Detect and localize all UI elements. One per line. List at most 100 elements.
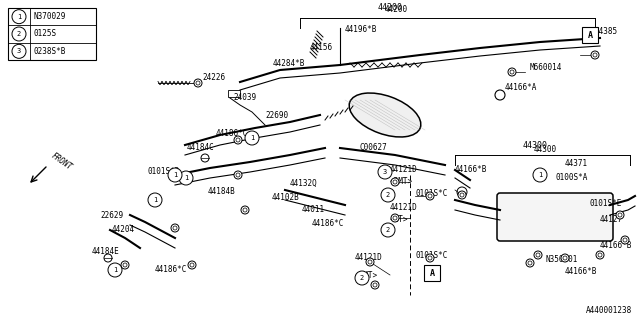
- Text: 0238S*B: 0238S*B: [34, 47, 67, 56]
- Text: 44121D: 44121D: [355, 253, 383, 262]
- Text: 44284*B: 44284*B: [273, 59, 305, 68]
- Circle shape: [391, 178, 399, 186]
- Text: 44184B: 44184B: [208, 188, 236, 196]
- Text: A440001238: A440001238: [586, 306, 632, 315]
- Circle shape: [616, 211, 624, 219]
- Text: 3: 3: [17, 48, 21, 54]
- Circle shape: [148, 193, 162, 207]
- Text: 1: 1: [113, 267, 117, 273]
- Text: 3: 3: [383, 169, 387, 175]
- Text: 44127: 44127: [600, 215, 623, 225]
- Circle shape: [234, 171, 242, 179]
- Text: 0101S*D: 0101S*D: [148, 167, 180, 177]
- Text: 22690: 22690: [265, 110, 288, 119]
- Circle shape: [201, 154, 209, 162]
- Text: 1: 1: [184, 175, 188, 181]
- Text: <6MT>: <6MT>: [355, 270, 378, 279]
- Text: 1: 1: [17, 14, 21, 20]
- Text: 44011: 44011: [302, 205, 325, 214]
- Circle shape: [534, 251, 542, 259]
- Text: A: A: [588, 30, 593, 39]
- Text: <AT>: <AT>: [390, 215, 408, 225]
- FancyBboxPatch shape: [497, 193, 613, 241]
- Text: 2: 2: [386, 192, 390, 198]
- Text: 1: 1: [538, 172, 542, 178]
- Circle shape: [179, 171, 193, 185]
- Text: 44184E: 44184E: [92, 247, 120, 257]
- Text: 1: 1: [153, 197, 157, 203]
- Text: 44184C: 44184C: [187, 143, 215, 153]
- Bar: [582, 27, 598, 43]
- Circle shape: [426, 192, 434, 200]
- Circle shape: [526, 259, 534, 267]
- Circle shape: [596, 251, 604, 259]
- Circle shape: [426, 254, 434, 262]
- Circle shape: [621, 236, 629, 244]
- Circle shape: [355, 271, 369, 285]
- Circle shape: [121, 261, 129, 269]
- Text: 44200: 44200: [385, 5, 408, 14]
- Circle shape: [457, 187, 467, 197]
- Text: N350001: N350001: [545, 255, 577, 265]
- Circle shape: [381, 223, 395, 237]
- Bar: [8, 8, 96, 60]
- Text: 2: 2: [17, 31, 21, 37]
- Circle shape: [194, 79, 202, 87]
- Text: 44156: 44156: [310, 44, 333, 52]
- Text: 44300: 44300: [534, 146, 557, 155]
- Text: 44102B: 44102B: [272, 193, 300, 202]
- Circle shape: [234, 136, 242, 144]
- Bar: [424, 265, 440, 281]
- Circle shape: [108, 263, 122, 277]
- Circle shape: [245, 131, 259, 145]
- Circle shape: [533, 168, 547, 182]
- Text: 44186*C: 44186*C: [155, 266, 188, 275]
- Text: 44121D: 44121D: [390, 203, 418, 212]
- Circle shape: [104, 254, 112, 262]
- Text: FRONT: FRONT: [50, 151, 74, 172]
- Circle shape: [378, 165, 392, 179]
- Text: 24039: 24039: [233, 92, 256, 101]
- Text: 44200: 44200: [378, 3, 403, 12]
- Text: 2: 2: [386, 227, 390, 233]
- Text: 44166*B: 44166*B: [600, 241, 632, 250]
- Text: 44385: 44385: [595, 28, 618, 36]
- Circle shape: [561, 254, 569, 262]
- Text: 44166*B: 44166*B: [565, 268, 597, 276]
- Circle shape: [591, 51, 599, 59]
- Bar: [228, 90, 240, 97]
- Text: 44186*C: 44186*C: [312, 220, 344, 228]
- Circle shape: [168, 168, 182, 182]
- Circle shape: [188, 261, 196, 269]
- Text: 0101S*C: 0101S*C: [415, 251, 447, 260]
- Circle shape: [371, 281, 379, 289]
- Circle shape: [508, 68, 516, 76]
- Circle shape: [381, 188, 395, 202]
- Text: 44132Q: 44132Q: [290, 179, 317, 188]
- Text: 1: 1: [250, 135, 254, 141]
- Text: N370029: N370029: [34, 12, 67, 21]
- Text: 0101S*E: 0101S*E: [590, 198, 622, 207]
- Text: 1: 1: [173, 172, 177, 178]
- Text: 44196*B: 44196*B: [345, 26, 378, 35]
- Text: 44204: 44204: [112, 226, 135, 235]
- Text: 44371: 44371: [565, 158, 588, 167]
- Text: 0101S*C: 0101S*C: [415, 188, 447, 197]
- Circle shape: [495, 90, 505, 100]
- Text: 44166*A: 44166*A: [505, 84, 538, 92]
- Text: 24226: 24226: [202, 73, 225, 82]
- Circle shape: [391, 214, 399, 222]
- Circle shape: [241, 206, 249, 214]
- Ellipse shape: [349, 93, 421, 137]
- Circle shape: [458, 191, 466, 199]
- Text: 44186*C: 44186*C: [216, 129, 248, 138]
- Text: 22629: 22629: [100, 211, 123, 220]
- Circle shape: [366, 258, 374, 266]
- Text: 44166*B: 44166*B: [455, 165, 488, 174]
- Text: <5MT>: <5MT>: [390, 178, 413, 187]
- Text: 44121D: 44121D: [390, 165, 418, 174]
- Text: A: A: [429, 268, 435, 277]
- Text: M660014: M660014: [530, 63, 563, 73]
- Text: 2: 2: [360, 275, 364, 281]
- Text: C00627: C00627: [360, 143, 388, 153]
